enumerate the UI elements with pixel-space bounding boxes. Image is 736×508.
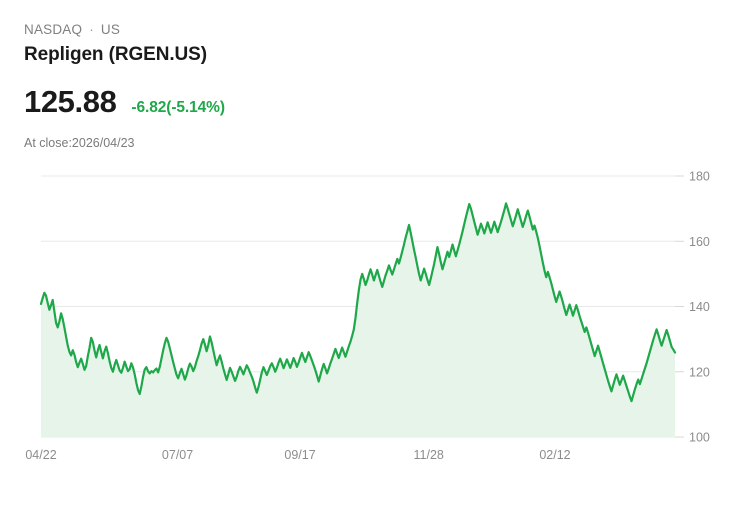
price-chart-svg[interactable]: 100 120 140 160 180 04/22 07/07 09/17 11/28 02/12 (0, 160, 736, 480)
chart-line (39, 202, 677, 403)
chart-area-fill (41, 203, 675, 437)
y-axis-label: 100 (689, 431, 710, 445)
price-row: 125.88 -6.82(-5.14%) (24, 85, 712, 119)
exchange-label: NASDAQ (24, 22, 83, 37)
page-title: Repligen (RGEN.US) (24, 44, 207, 65)
x-axis-label: 07/07 (162, 448, 193, 462)
price-change: -6.82(-5.14%) (131, 99, 225, 116)
x-axis-label: 02/12 (539, 448, 570, 462)
exchange-line: NASDAQ · US (24, 22, 712, 38)
price-chart[interactable]: 100 120 140 160 180 04/22 07/07 09/17 11/28 02/12 (0, 160, 736, 480)
x-axis-label: 04/22 (25, 448, 56, 462)
market-status: At close:2026/04/23 (24, 136, 135, 150)
x-axis-label: 09/17 (284, 448, 315, 462)
y-axis-label: 140 (689, 300, 710, 314)
last-price: 125.88 (24, 84, 117, 119)
y-axis-label: 160 (689, 235, 710, 249)
region-label: US (100, 22, 121, 37)
x-axis-label: 11/28 (414, 448, 444, 462)
quote-header: NASDAQ · US Repligen (RGEN.US) 125.88 -6… (0, 0, 736, 151)
separator-dot: · (89, 22, 94, 37)
y-axis-label: 180 (689, 170, 710, 184)
y-axis-label: 120 (689, 365, 710, 379)
